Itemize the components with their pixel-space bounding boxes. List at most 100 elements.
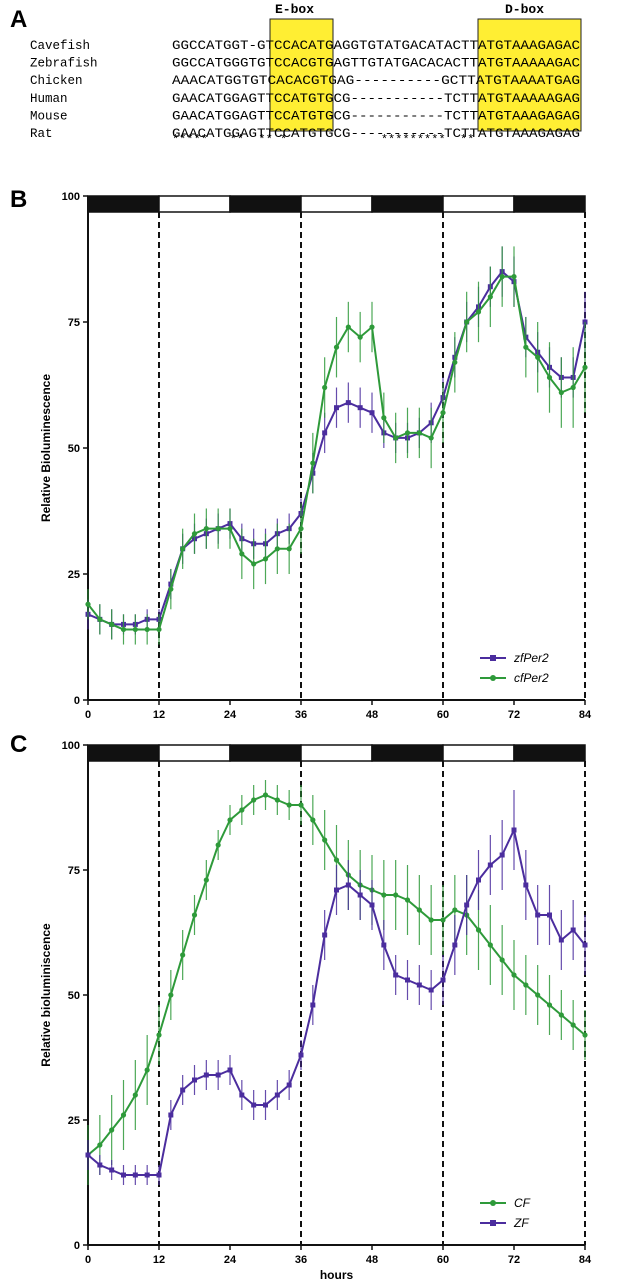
data-point (144, 1172, 150, 1178)
y-tick-label: 100 (62, 740, 80, 752)
data-point (180, 952, 186, 958)
legend-marker (490, 1200, 496, 1206)
data-point (546, 374, 553, 381)
species-name: Human (30, 92, 68, 106)
ebox-label: E-box (275, 2, 314, 17)
legend-entry: cfPer2 (514, 671, 549, 685)
data-point (120, 626, 127, 633)
data-point (535, 992, 541, 998)
data-point (132, 1172, 138, 1178)
light-dark-segment (87, 744, 160, 762)
data-point (109, 621, 115, 628)
x-tick-label: 72 (508, 1254, 520, 1266)
sequence-rows: GGCCATGGT-GTCCACATGAGGTGTATGACATACTTATGT… (172, 39, 580, 141)
data-point (120, 1112, 127, 1118)
data-point (475, 927, 482, 933)
data-point (345, 882, 351, 888)
data-point (345, 324, 351, 330)
light-dark-segment (229, 195, 302, 213)
data-point (499, 957, 505, 963)
data-point (239, 1092, 245, 1098)
data-point (381, 415, 387, 421)
data-point (109, 1167, 115, 1173)
x-tick-label: 24 (224, 1254, 237, 1266)
data-point (440, 917, 446, 923)
data-point (97, 1162, 103, 1168)
data-point (499, 852, 505, 858)
x-tick-label: 0 (85, 709, 91, 721)
data-point (215, 1072, 221, 1078)
sequence-row: GAACATGGAGTTCCATGTGCG-----------TCTTATGT… (172, 127, 580, 141)
data-point (357, 334, 363, 340)
panel-a-label: A (10, 6, 27, 33)
y-axis-label: Relative Bioluminescence (39, 374, 53, 522)
data-point (109, 1127, 115, 1133)
x-tick-label: 12 (153, 709, 165, 721)
data-point (274, 797, 280, 803)
data-point (535, 912, 541, 918)
data-point (487, 942, 493, 948)
data-point (393, 435, 399, 441)
species-name: Chicken (30, 74, 83, 88)
data-point (203, 526, 209, 532)
data-point (121, 1172, 126, 1178)
data-point (393, 892, 399, 898)
data-point (452, 942, 458, 948)
data-point (251, 1102, 257, 1108)
data-point (215, 526, 221, 532)
data-point (582, 1032, 588, 1038)
data-point (582, 942, 588, 948)
data-point (440, 410, 446, 416)
data-point (369, 410, 375, 416)
data-point (487, 862, 493, 868)
data-point (132, 1092, 138, 1098)
data-point (428, 987, 434, 993)
light-dark-segment (371, 195, 444, 213)
y-tick-label: 75 (68, 865, 80, 877)
chart-c-plot: 0 25 50 75 100 0 12 24 36 48 60 72 84 Relative biolum… (39, 740, 592, 1282)
y-tick-label: 25 (68, 1115, 80, 1127)
light-dark-segment (442, 744, 515, 762)
data-point (464, 319, 470, 325)
data-point (298, 526, 304, 532)
data-point (262, 792, 269, 798)
data-point (333, 857, 340, 863)
species-name: Rat (30, 127, 53, 141)
light-dark-segment (229, 744, 302, 762)
species-name: Mouse (30, 109, 68, 123)
sequence-row: GAACATGGAGTTCCATGTGCG-----------TCTTATGT… (172, 109, 580, 123)
data-point (144, 1067, 150, 1073)
data-point (558, 389, 564, 396)
panel-b-chart: B 0 25 50 75 100 0 12 24 36 48 60 72 84 Relative Biol… (10, 186, 592, 721)
data-point (168, 1112, 174, 1118)
series-ZF (85, 790, 588, 1185)
x-tick-label: 0 (85, 1254, 91, 1266)
data-point (85, 1152, 91, 1158)
data-point (262, 556, 269, 562)
ebox-outline (269, 18, 334, 132)
data-point (322, 430, 328, 436)
light-dark-segment (158, 744, 231, 762)
x-tick-label: 84 (579, 709, 592, 721)
data-point (464, 902, 470, 908)
y-tick-label: 75 (68, 317, 80, 329)
x-tick-label: 24 (224, 709, 237, 721)
data-point (381, 942, 387, 948)
data-point (475, 309, 482, 315)
legend-entry: CF (514, 1196, 531, 1210)
data-point (558, 1012, 564, 1018)
data-point (274, 1092, 280, 1098)
dbox-outline (477, 18, 582, 132)
data-point (286, 546, 292, 552)
data-point (334, 405, 339, 411)
data-point (239, 551, 245, 557)
data-point (191, 912, 198, 918)
x-tick-label: 48 (366, 709, 378, 721)
data-point (558, 937, 564, 943)
data-point (570, 384, 576, 391)
x-tick-label: 60 (437, 709, 449, 721)
data-point (570, 927, 576, 933)
x-tick-label: 60 (437, 1254, 449, 1266)
panel-b-label: B (10, 186, 27, 213)
